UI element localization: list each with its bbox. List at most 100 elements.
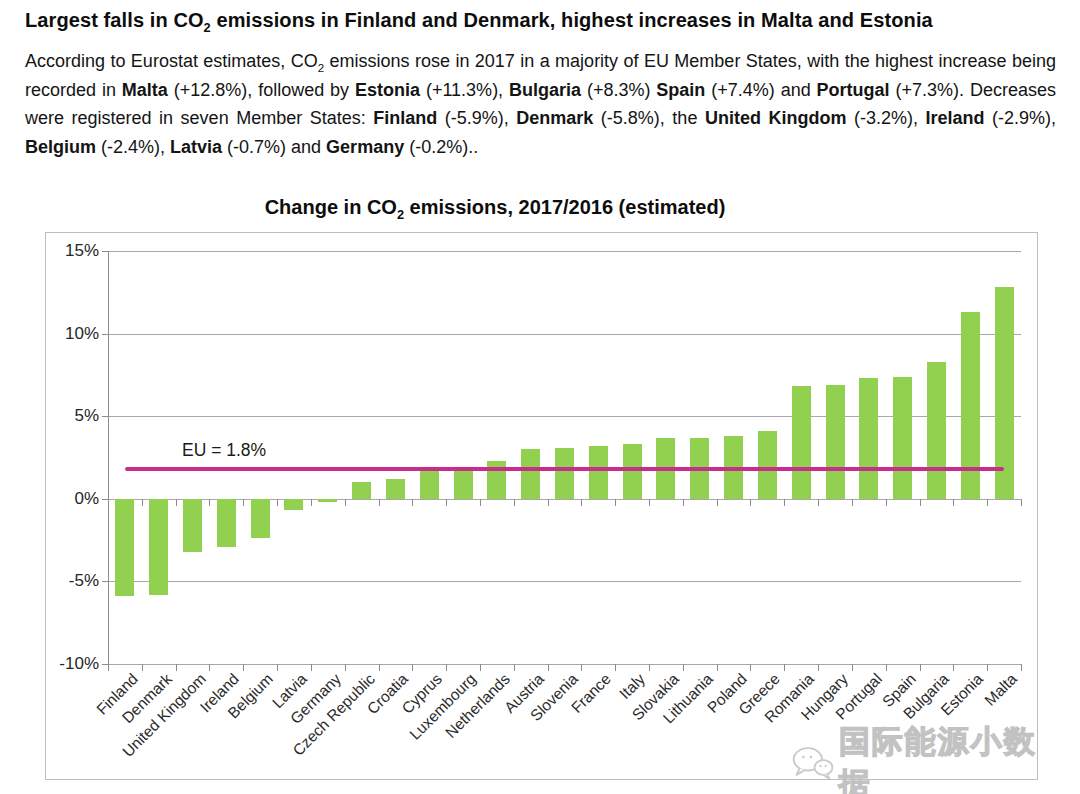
category-tick xyxy=(683,499,684,506)
bottom-axis-tick xyxy=(548,664,549,671)
gridline--5 xyxy=(108,581,1021,582)
bottom-axis-tick xyxy=(615,664,616,671)
bottom-axis-tick xyxy=(311,664,312,671)
bottom-axis-tick xyxy=(683,664,684,671)
category-tick xyxy=(886,499,887,506)
bottom-axis-tick xyxy=(446,664,447,671)
gridline-5 xyxy=(108,416,1021,417)
bar-greece xyxy=(758,431,777,499)
bottom-axis-tick xyxy=(379,664,380,671)
y-axis-tick-label: 0% xyxy=(46,489,99,509)
y-axis-tick-label: 15% xyxy=(46,241,99,261)
watermark: 国际能源小数据 xyxy=(790,721,1037,794)
bottom-axis-tick xyxy=(514,664,515,671)
category-tick xyxy=(987,499,988,506)
bar-luxembourg xyxy=(454,469,473,499)
category-tick xyxy=(1021,499,1022,506)
category-tick xyxy=(920,499,921,506)
category-tick xyxy=(480,499,481,506)
bottom-axis-tick xyxy=(987,664,988,671)
category-tick xyxy=(277,499,278,506)
category-tick xyxy=(717,499,718,506)
category-tick xyxy=(176,499,177,506)
bottom-axis-tick xyxy=(818,664,819,671)
category-tick xyxy=(615,499,616,506)
bar-denmark xyxy=(149,499,168,595)
bottom-axis-tick xyxy=(717,664,718,671)
bar-hungary xyxy=(826,385,845,499)
bar-portugal xyxy=(859,378,878,499)
bottom-axis-tick xyxy=(649,664,650,671)
category-tick xyxy=(311,499,312,506)
bottom-axis-tick xyxy=(209,664,210,671)
bottom-axis-tick xyxy=(1021,664,1022,671)
wechat-logo-icon xyxy=(790,741,835,785)
category-tick xyxy=(243,499,244,506)
x-axis-label-malta: Malta xyxy=(981,670,1021,710)
bar-italy xyxy=(623,444,642,499)
category-tick xyxy=(142,499,143,506)
bar-spain xyxy=(893,377,912,499)
bar-bulgaria xyxy=(927,362,946,499)
bar-belgium xyxy=(251,499,270,539)
category-tick xyxy=(446,499,447,506)
bottom-axis-tick xyxy=(108,664,109,671)
article-page: Largest falls in CO2 emissions in Finlan… xyxy=(0,0,1080,794)
gridline-0 xyxy=(108,499,1021,500)
category-tick xyxy=(548,499,549,506)
bottom-axis-tick xyxy=(953,664,954,671)
bar-slovenia xyxy=(555,448,574,499)
bar-latvia xyxy=(284,499,303,511)
bottom-axis-tick xyxy=(480,664,481,671)
category-tick xyxy=(108,499,109,506)
bottom-axis-tick xyxy=(176,664,177,671)
bottom-axis-tick xyxy=(243,664,244,671)
article-paragraph: According to Eurostat estimates, CO2 emi… xyxy=(25,47,1056,161)
emissions-bar-chart: EU = 1.8% 国际能源小数据 15%10%5%0%-5%-10%Finla… xyxy=(45,232,1038,780)
bar-romania xyxy=(792,386,811,498)
bottom-axis-tick xyxy=(277,664,278,671)
bottom-axis-tick xyxy=(920,664,921,671)
bar-ireland xyxy=(217,499,236,547)
article-title: Largest falls in CO2 emissions in Finlan… xyxy=(25,7,1057,34)
eu-reference-line xyxy=(125,467,1004,471)
bottom-axis-tick xyxy=(581,664,582,671)
bar-cyprus xyxy=(420,471,439,499)
y-axis-tick-label: -5% xyxy=(46,571,99,591)
category-tick xyxy=(345,499,346,506)
category-tick xyxy=(412,499,413,506)
category-tick xyxy=(750,499,751,506)
y-axis-tick-label: 10% xyxy=(46,324,99,344)
bar-austria xyxy=(521,449,540,499)
category-tick xyxy=(818,499,819,506)
eu-reference-label: EU = 1.8% xyxy=(182,440,266,461)
bar-croatia xyxy=(386,479,405,499)
bottom-axis-tick xyxy=(852,664,853,671)
y-axis-line xyxy=(108,251,109,664)
category-tick xyxy=(581,499,582,506)
y-axis-tick-label: 5% xyxy=(46,406,99,426)
bottom-axis-tick xyxy=(345,664,346,671)
y-axis-tick-label: -10% xyxy=(46,654,99,674)
chart-title: Change in CO2 emissions, 2017/2016 (esti… xyxy=(25,196,965,219)
bottom-axis-tick xyxy=(784,664,785,671)
bar-united-kingdom xyxy=(183,499,202,552)
bottom-axis-tick xyxy=(142,664,143,671)
bottom-axis-tick xyxy=(412,664,413,671)
bar-germany xyxy=(318,499,337,502)
gridline-10 xyxy=(108,334,1021,335)
bar-czech-republic xyxy=(352,482,371,499)
bottom-axis-tick xyxy=(886,664,887,671)
watermark-text: 国际能源小数据 xyxy=(839,721,1037,794)
bar-finland xyxy=(115,499,134,596)
category-tick xyxy=(649,499,650,506)
gridline--10 xyxy=(108,664,1021,665)
category-tick xyxy=(784,499,785,506)
category-tick xyxy=(852,499,853,506)
bottom-axis-tick xyxy=(750,664,751,671)
category-tick xyxy=(953,499,954,506)
gridline-15 xyxy=(108,251,1021,252)
bar-france xyxy=(589,446,608,499)
category-tick xyxy=(379,499,380,506)
category-tick xyxy=(514,499,515,506)
